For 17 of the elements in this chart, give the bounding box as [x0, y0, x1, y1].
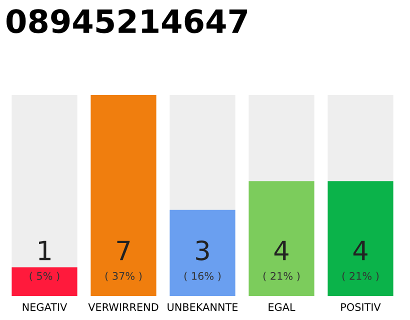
annotation: ( 16% )	[184, 272, 221, 282]
x-tick-label: EGAL	[268, 303, 296, 312]
data-label: 4	[274, 240, 288, 260]
x-tick-label: VERWIRREND	[88, 303, 158, 311]
x-tick-label: POSITIV	[341, 303, 381, 312]
annotation: ( 37% )	[105, 272, 142, 282]
annotation: ( 21% )	[263, 272, 300, 282]
data-label: 7	[117, 240, 130, 260]
data-label: 3	[196, 240, 209, 260]
bar	[12, 267, 78, 296]
chart-title: 08945214647	[6, 9, 247, 34]
annotation: ( 21% )	[342, 272, 379, 282]
x-tick-label: UNBEKANNTE	[168, 303, 238, 312]
data-label: 1	[39, 240, 50, 260]
annotation: ( 5% )	[30, 272, 60, 282]
data-label: 4	[353, 240, 368, 260]
x-tick-label: NEGATIV	[22, 303, 68, 312]
